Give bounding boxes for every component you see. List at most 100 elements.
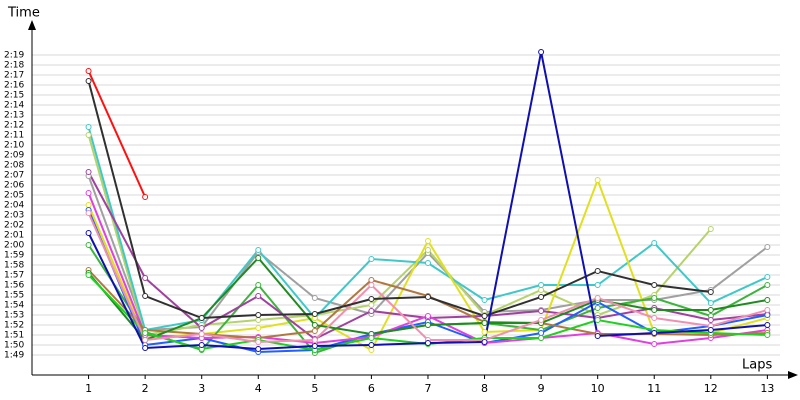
x-tick-label: 6 — [368, 382, 375, 395]
point — [85, 272, 92, 278]
point — [255, 282, 262, 288]
point — [764, 312, 771, 318]
x-tick-label: 1 — [85, 382, 92, 395]
x-tick-label: 2 — [142, 382, 149, 395]
point — [198, 315, 205, 321]
y-tick-label: 1:55 — [4, 291, 24, 301]
point — [651, 282, 658, 288]
point — [481, 297, 488, 303]
point — [764, 307, 771, 313]
y-tick-label: 1:51 — [4, 331, 24, 341]
point — [594, 268, 601, 274]
y-axis-title: Time — [7, 6, 40, 21]
point — [255, 339, 262, 345]
point — [85, 68, 92, 74]
point — [142, 293, 149, 299]
point — [707, 327, 714, 333]
y-tick-label: 1:56 — [4, 281, 24, 291]
point — [311, 295, 318, 301]
point — [85, 78, 92, 84]
point — [481, 320, 488, 326]
y-tick-label: 2:17 — [4, 71, 24, 81]
point — [198, 325, 205, 331]
y-tick-label: 2:01 — [4, 231, 24, 241]
y-tick-label: 1:53 — [4, 311, 24, 321]
point — [538, 282, 545, 288]
y-tick-label: 2:11 — [4, 131, 24, 141]
y-tick-label: 1:50 — [4, 341, 24, 351]
point — [424, 322, 431, 328]
point — [255, 247, 262, 253]
point — [85, 202, 92, 208]
x-tick-label: 5 — [311, 382, 318, 395]
point — [764, 274, 771, 280]
point — [764, 332, 771, 338]
y-tick-label: 1:54 — [4, 301, 24, 311]
point — [142, 194, 149, 200]
point — [651, 315, 658, 321]
y-tick-label: 2:07 — [4, 171, 24, 181]
point — [538, 335, 545, 341]
point — [424, 260, 431, 266]
y-tick-label: 2:02 — [4, 221, 24, 231]
y-tick-label: 2:12 — [4, 121, 24, 131]
x-tick-label: 4 — [255, 382, 262, 395]
y-tick-label: 2:16 — [4, 81, 24, 91]
point — [368, 277, 375, 283]
y-tick-label: 1:49 — [4, 351, 24, 361]
y-tick-label: 2:08 — [4, 161, 24, 171]
point — [85, 124, 92, 130]
point — [764, 297, 771, 303]
point — [424, 247, 431, 253]
point — [594, 177, 601, 183]
y-tick-label: 1:57 — [4, 271, 24, 281]
y-tick-label: 1:58 — [4, 261, 24, 271]
y-tick-label: 2:06 — [4, 181, 24, 191]
point — [707, 226, 714, 232]
x-tick-label: 11 — [647, 382, 661, 395]
point — [651, 330, 658, 336]
y-tick-label: 2:14 — [4, 101, 24, 111]
point — [764, 244, 771, 250]
y-tick-label: 1:59 — [4, 251, 24, 261]
x-tick-label: 12 — [704, 382, 718, 395]
point — [255, 312, 262, 318]
point — [424, 313, 431, 319]
point — [707, 307, 714, 313]
point — [198, 342, 205, 348]
point — [538, 330, 545, 336]
y-tick-label: 2:09 — [4, 151, 24, 161]
point — [538, 294, 545, 300]
point — [142, 345, 149, 351]
x-tick-label: 10 — [591, 382, 605, 395]
y-tick-label: 2:03 — [4, 211, 24, 221]
x-axis-title: Laps — [742, 358, 772, 373]
point — [311, 322, 318, 328]
point — [651, 295, 658, 301]
point — [764, 322, 771, 328]
point — [85, 190, 92, 196]
point — [368, 296, 375, 302]
point — [311, 311, 318, 317]
point — [651, 307, 658, 313]
y-tick-label: 2:19 — [4, 51, 24, 61]
y-tick-label: 2:18 — [4, 61, 24, 71]
point — [707, 300, 714, 306]
y-tick-label: 2:04 — [4, 201, 24, 211]
point — [198, 331, 205, 337]
point — [594, 295, 601, 301]
point — [255, 293, 262, 299]
y-tick-label: 2:10 — [4, 141, 24, 151]
point — [651, 341, 658, 347]
point — [85, 242, 92, 248]
point — [311, 328, 318, 334]
point — [255, 255, 262, 261]
point — [424, 340, 431, 346]
point — [594, 305, 601, 311]
point — [707, 317, 714, 323]
point — [481, 339, 488, 345]
point — [311, 343, 318, 349]
y-axis-arrow — [28, 20, 36, 30]
point — [538, 49, 545, 55]
